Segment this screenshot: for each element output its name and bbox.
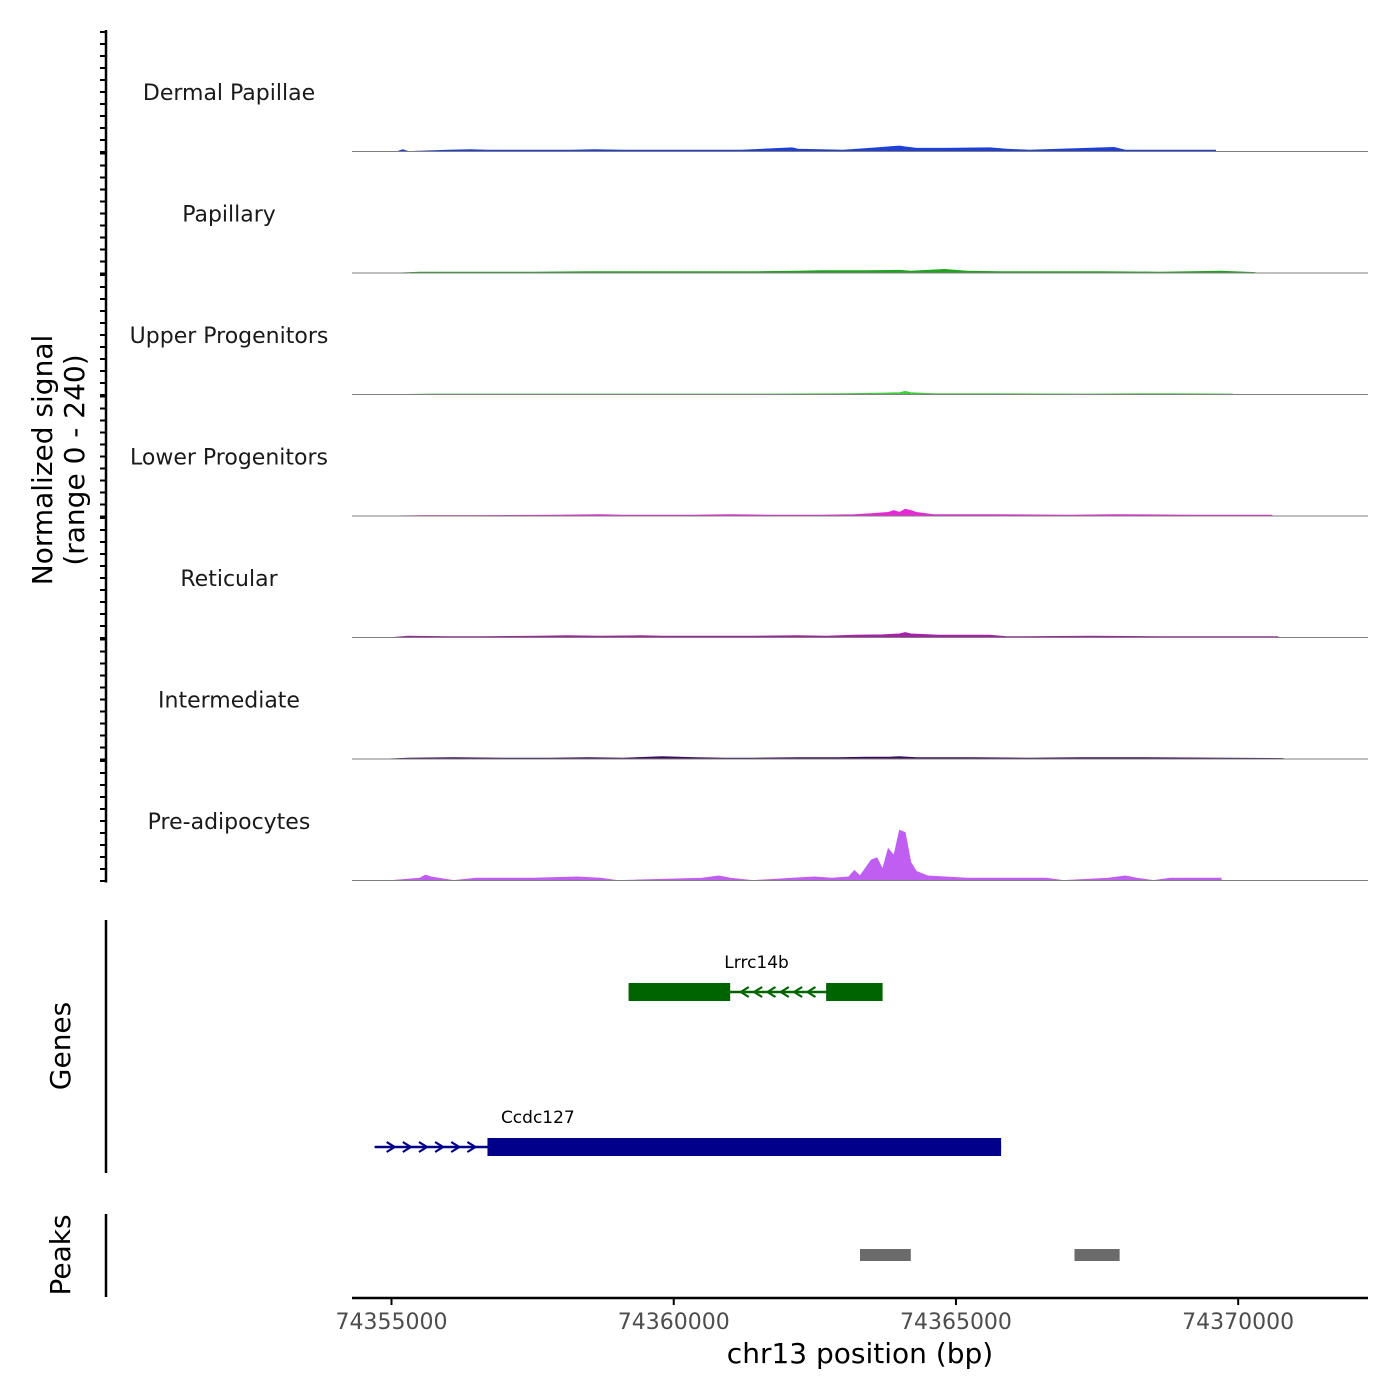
- y-axis-title: Normalized signal(range 0 - 240): [26, 335, 91, 586]
- track-lower-progenitors: Lower Progenitors: [130, 446, 1368, 517]
- x-tick-label: 74370000: [1182, 1310, 1294, 1335]
- peak-region: [860, 1249, 911, 1261]
- gene-exon: [487, 1138, 1002, 1156]
- x-tick-label: 74355000: [336, 1310, 448, 1335]
- strand-arrow: [778, 986, 790, 998]
- gene-exon: [628, 983, 731, 1001]
- x-axis-title: chr13 position (bp): [727, 1337, 993, 1370]
- strand-arrow: [738, 986, 750, 998]
- track-label: Pre-adipocytes: [148, 810, 311, 835]
- coverage-area: [397, 268, 1256, 274]
- x-axis: 74355000 74360000 74365000 74370000 chr13 po…: [336, 1296, 1368, 1370]
- x-tick-label: 74365000: [900, 1310, 1012, 1335]
- gene-name-label: Ccdc127: [501, 1108, 575, 1128]
- coverage-area: [385, 508, 1273, 517]
- strand-arrow: [805, 986, 817, 998]
- track-dermal-papillae: Dermal Papillae: [143, 81, 1368, 152]
- strand-arrow: [466, 1141, 478, 1153]
- track-label: Intermediate: [158, 689, 300, 714]
- track-papillary: Papillary: [182, 203, 1368, 274]
- signal-y-axis: Normalized signal(range 0 - 240): [26, 30, 108, 883]
- strand-arrow: [450, 1141, 462, 1153]
- track-label: Dermal Papillae: [143, 81, 315, 106]
- genes-panel: Genes Lrrc14b Ccdc127: [44, 920, 1002, 1173]
- track-reticular: Reticular: [180, 567, 1368, 638]
- track-label: Papillary: [182, 203, 276, 228]
- x-tick-label: 74360000: [618, 1310, 730, 1335]
- genes-panel-label: Genes: [44, 1002, 77, 1090]
- peaks-panel: Peaks: [44, 1214, 1120, 1297]
- strand-arrow: [765, 986, 777, 998]
- track-label: Lower Progenitors: [130, 446, 328, 471]
- track-label: Reticular: [180, 567, 278, 592]
- coverage-area: [397, 145, 1216, 152]
- strand-arrow: [402, 1141, 413, 1153]
- peak-region: [1074, 1249, 1120, 1261]
- coverage-area: [391, 829, 1222, 881]
- coverage-area: [385, 756, 1284, 760]
- gene-lrrc14b: Lrrc14b: [628, 953, 883, 1001]
- track-intermediate: Intermediate: [158, 689, 1368, 760]
- coverage-area: [391, 632, 1279, 638]
- gene-name-label: Lrrc14b: [724, 953, 789, 973]
- strand-arrow: [434, 1141, 446, 1153]
- gene-ccdc127: Ccdc127: [374, 1108, 1002, 1156]
- track-pre-adipocytes: Pre-adipocytes: [148, 810, 1368, 881]
- strand-arrow: [752, 986, 763, 998]
- track-label: Upper Progenitors: [130, 324, 329, 349]
- strand-arrow: [386, 1141, 397, 1153]
- gene-exon: [826, 983, 883, 1001]
- peaks-panel-label: Peaks: [44, 1214, 77, 1295]
- track-upper-progenitors: Upper Progenitors: [130, 324, 1368, 395]
- signal-tracks: Dermal Papillae Papillary Upper Progenitor…: [130, 81, 1368, 881]
- strand-arrow: [418, 1141, 430, 1153]
- strand-arrow: [792, 986, 803, 998]
